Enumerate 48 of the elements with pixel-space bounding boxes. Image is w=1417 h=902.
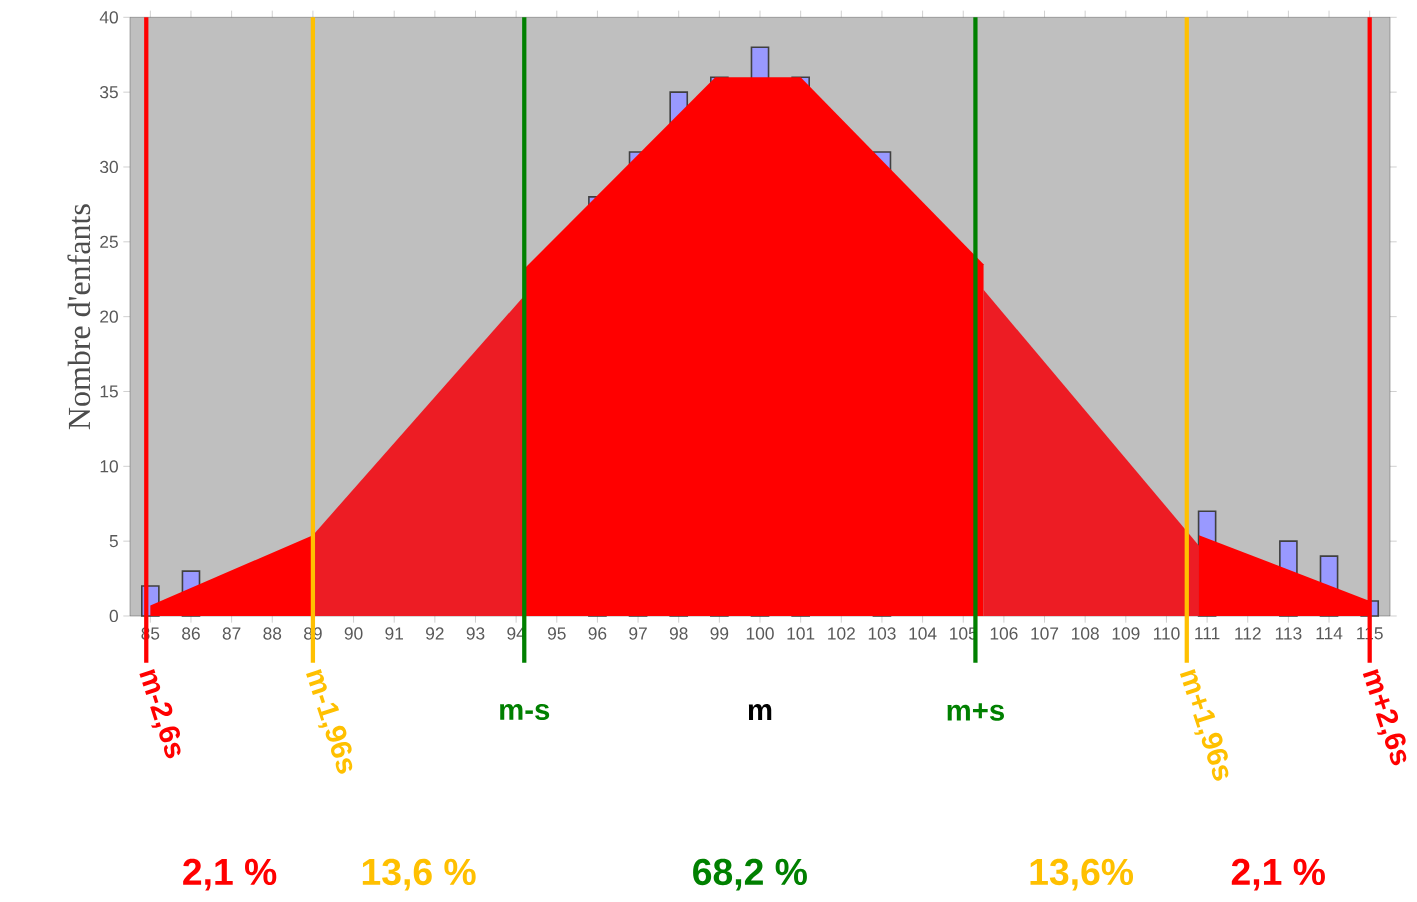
y-tick-label: 15: [100, 385, 118, 398]
y-tick-label: 30: [100, 160, 118, 174]
text: 2,1 %: [183, 858, 277, 891]
y-tick-label: 35: [100, 86, 118, 99]
y-tick-label: 25: [100, 235, 118, 248]
ref-line-label: m-s: [500, 703, 550, 721]
x-tick-label: 102: [828, 627, 855, 640]
x-tick-label: 90: [344, 627, 363, 640]
text: m: [748, 704, 772, 720]
x-tick-label: 99: [710, 627, 729, 640]
x-tick-label: 112: [1235, 627, 1261, 640]
ref-line-label: m+1,96s: [1179, 669, 1229, 781]
text: 2,1 %: [1231, 858, 1325, 891]
ref-line-label: m-1,96s: [306, 669, 353, 774]
text: 13,6 %: [362, 858, 476, 891]
x-tick-label: 93: [466, 627, 485, 640]
x-tick-label: 103: [868, 627, 896, 640]
x-tick-label: 88: [263, 627, 282, 640]
x-tick-label: 86: [182, 627, 200, 640]
ref-line-label: m+s: [947, 703, 1004, 721]
x-tick-label: 87: [222, 627, 241, 640]
ref-line-label: m-2,6s: [139, 669, 181, 759]
x-tick-label: 100: [746, 627, 774, 640]
ref-line-label: m+2,6s: [1362, 669, 1407, 766]
x-tick-label: 104: [909, 627, 937, 640]
y-tick-label: 0: [109, 609, 118, 623]
x-tick-label: 113: [1275, 627, 1302, 640]
text: 13,6%: [1030, 858, 1134, 891]
x-tick-label: 114: [1316, 627, 1343, 640]
y-tick-label: 20: [100, 310, 118, 323]
x-tick-label: 92: [426, 627, 444, 640]
x-tick-label: 91: [385, 627, 403, 640]
x-tick-label: 111: [1195, 627, 1220, 640]
text: 68,2 %: [693, 858, 807, 891]
y-tick-label: 40: [99, 11, 118, 24]
x-tick-label: 95: [547, 627, 566, 640]
x-tick-label: 101: [787, 627, 815, 640]
x-tick-label: 97: [629, 627, 647, 640]
x-tick-label: 107: [1031, 627, 1059, 640]
y-tick-label: 5: [109, 535, 118, 548]
y-axis-title: Nombre d'enfants: [67, 204, 91, 430]
x-tick-label: 106: [990, 627, 1018, 640]
x-tick-label: 98: [669, 627, 688, 640]
y-tick-label: 10: [100, 460, 118, 473]
x-tick-label: 109: [1112, 627, 1140, 640]
x-tick-label: 96: [588, 627, 607, 640]
x-tick-label: 110: [1153, 627, 1180, 640]
x-tick-label: 108: [1072, 627, 1099, 640]
